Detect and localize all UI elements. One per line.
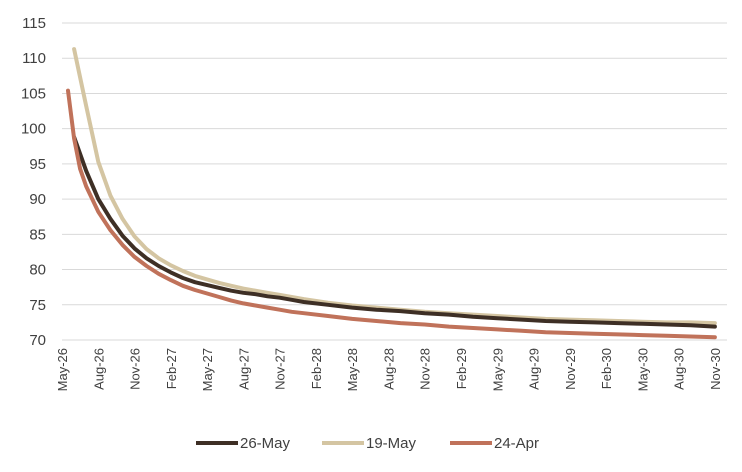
x-tick-label: Aug-30 <box>672 348 687 390</box>
x-tick-label: May-29 <box>490 348 505 391</box>
y-tick-label: 75 <box>29 297 46 314</box>
x-tick-label: Nov-26 <box>128 348 143 390</box>
x-tick-label: Feb-29 <box>454 348 469 389</box>
y-tick-label: 85 <box>29 226 46 243</box>
x-tick-label: Feb-30 <box>599 348 614 389</box>
series-line-26-may <box>72 135 717 329</box>
x-tick-label: Aug-27 <box>236 348 251 390</box>
x-tick-label: May-28 <box>345 348 360 391</box>
x-tick-label: May-30 <box>635 348 650 391</box>
x-tick-label: Feb-28 <box>309 348 324 389</box>
series-line-24-apr <box>66 88 717 340</box>
y-tick-label: 110 <box>22 50 46 67</box>
series-lines <box>66 47 717 340</box>
legend-label: 26-May <box>240 435 291 452</box>
x-tick-label: Aug-26 <box>91 348 106 390</box>
y-tick-label: 70 <box>29 332 46 349</box>
y-tick-label: 115 <box>22 15 46 32</box>
series-line-19-may <box>72 47 717 326</box>
y-tick-label: 90 <box>29 191 46 208</box>
y-tick-label: 80 <box>29 262 46 279</box>
legend-label: 19-May <box>366 435 417 452</box>
x-tick-label: Aug-28 <box>381 348 396 390</box>
x-axis: May-26 Aug-26 Nov-26 Feb-27 May-27 Aug-27 Nov-… <box>55 348 723 391</box>
x-tick-label: Aug-29 <box>527 348 542 390</box>
x-tick-label: Nov-27 <box>273 348 288 390</box>
x-tick-label: Nov-29 <box>563 348 578 390</box>
x-tick-label: May-26 <box>55 348 70 391</box>
y-axis: 70 75 80 85 90 95 100 105 110 115 <box>21 15 46 349</box>
x-tick-label: Feb-27 <box>164 348 179 389</box>
x-tick-label: Nov-28 <box>418 348 433 390</box>
y-tick-label: 105 <box>21 85 46 102</box>
gridlines <box>62 22 727 341</box>
y-tick-label: 95 <box>29 156 46 173</box>
legend-label: 24-Apr <box>494 435 539 452</box>
x-tick-label: May-27 <box>200 348 215 391</box>
x-tick-label: Nov-30 <box>708 348 723 390</box>
legend: 26-May 19-May 24-Apr <box>196 435 539 452</box>
y-tick-label: 100 <box>21 121 46 138</box>
